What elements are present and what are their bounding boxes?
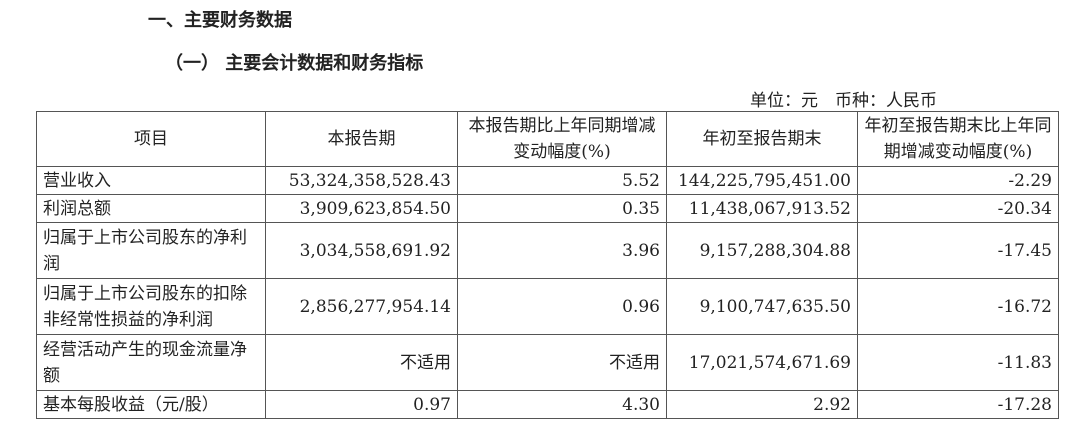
header-ytd: 年初至报告期末 (666, 111, 858, 167)
cell-ytd: 9,100,747,635.50 (666, 278, 858, 335)
cell-ytd-change: -17.45 (857, 222, 1059, 279)
cell-current: 2,856,277,954.14 (265, 278, 458, 335)
subsection-title: （一） 主要会计数据和财务指标 (165, 53, 424, 74)
cell-item: 营业收入 (36, 166, 266, 195)
header-ytd-change: 年初至报告期末比上年同期增减变动幅度(%) (857, 111, 1059, 167)
unit-note: 单位：元 币种：人民币 (750, 91, 937, 111)
cell-ytd: 2.92 (666, 390, 858, 419)
table-row: 利润总额 3,909,623,854.50 0.35 11,438,067,91… (36, 194, 1059, 223)
header-item: 项目 (36, 111, 266, 167)
header-current: 本报告期 (265, 111, 458, 167)
cell-ytd-change: -2.29 (857, 166, 1059, 195)
cell-current: 0.97 (265, 390, 458, 419)
section-title: 一、主要财务数据 (148, 10, 292, 31)
cell-current-change: 不适用 (457, 334, 667, 391)
cell-item: 归属于上市公司股东的扣除非经常性损益的净利润 (36, 278, 266, 335)
cell-current: 53,324,358,528.43 (265, 166, 458, 195)
table-row: 营业收入 53,324,358,528.43 5.52 144,225,795,… (36, 166, 1059, 195)
cell-current-change: 0.35 (457, 194, 667, 223)
cell-item: 经营活动产生的现金流量净额 (36, 334, 266, 391)
cell-current-change: 4.30 (457, 390, 667, 419)
cell-current: 3,909,623,854.50 (265, 194, 458, 223)
cell-ytd-change: -17.28 (857, 390, 1059, 419)
cell-current: 不适用 (265, 334, 458, 391)
cell-item: 利润总额 (36, 194, 266, 223)
cell-ytd-change: -11.83 (857, 334, 1059, 391)
header-current-change: 本报告期比上年同期增减变动幅度(%) (457, 111, 667, 167)
cell-item: 基本每股收益（元/股） (36, 390, 266, 419)
cell-ytd-change: -20.34 (857, 194, 1059, 223)
table-row: 归属于上市公司股东的扣除非经常性损益的净利润 2,856,277,954.14 … (36, 278, 1059, 335)
cell-ytd: 17,021,574,671.69 (666, 334, 858, 391)
cell-item: 归属于上市公司股东的净利润 (36, 222, 266, 279)
table-header-row: 项目 本报告期 本报告期比上年同期增减变动幅度(%) 年初至报告期末 年初至报告… (36, 111, 1059, 167)
cell-ytd: 11,438,067,913.52 (666, 194, 858, 223)
financial-data-table: 项目 本报告期 本报告期比上年同期增减变动幅度(%) 年初至报告期末 年初至报告… (36, 111, 1059, 419)
cell-current-change: 0.96 (457, 278, 667, 335)
cell-current-change: 3.96 (457, 222, 667, 279)
table-row: 归属于上市公司股东的净利润 3,034,558,691.92 3.96 9,15… (36, 222, 1059, 279)
table-row: 基本每股收益（元/股） 0.97 4.30 2.92 -17.28 (36, 390, 1059, 419)
cell-ytd-change: -16.72 (857, 278, 1059, 335)
cell-ytd: 9,157,288,304.88 (666, 222, 858, 279)
cell-ytd: 144,225,795,451.00 (666, 166, 858, 195)
cell-current-change: 5.52 (457, 166, 667, 195)
cell-current: 3,034,558,691.92 (265, 222, 458, 279)
table-row: 经营活动产生的现金流量净额 不适用 不适用 17,021,574,671.69 … (36, 334, 1059, 391)
